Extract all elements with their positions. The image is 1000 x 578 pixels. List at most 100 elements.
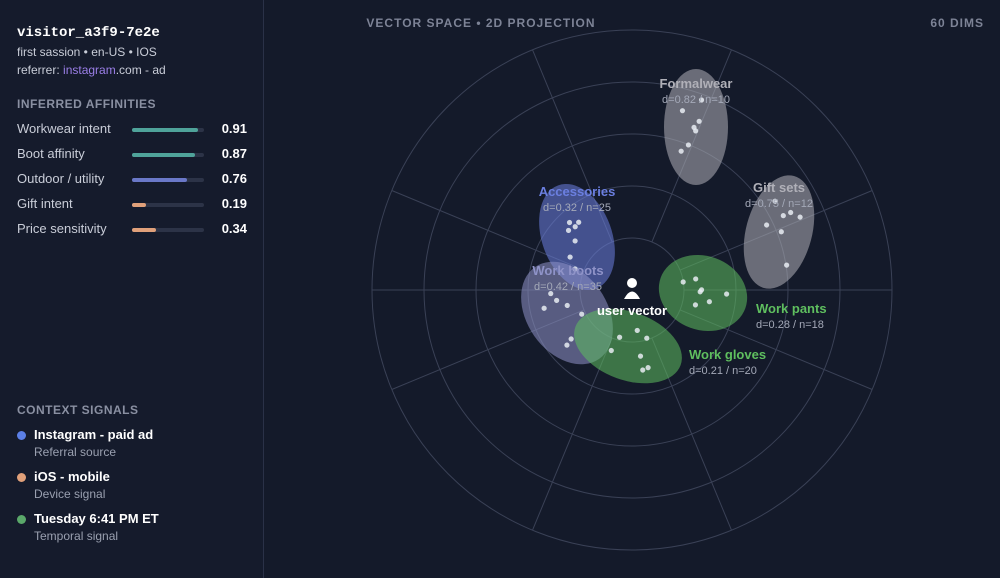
point bbox=[645, 365, 651, 371]
point bbox=[564, 302, 570, 309]
affinity-name: Gift intent bbox=[17, 196, 73, 211]
point bbox=[644, 335, 650, 341]
affinity-value: 0.91 bbox=[221, 121, 247, 136]
user-head bbox=[627, 278, 637, 288]
bar-track bbox=[132, 178, 204, 182]
cluster-name: Work boots bbox=[532, 263, 603, 278]
cluster[interactable] bbox=[664, 69, 728, 185]
point bbox=[572, 224, 578, 230]
cluster[interactable] bbox=[648, 243, 758, 343]
point bbox=[788, 209, 794, 216]
context-dot bbox=[17, 431, 26, 440]
context-item: Instagram - paid ad Referral source bbox=[17, 427, 247, 459]
cluster-stats: d=0.42 / n=35 bbox=[534, 281, 602, 293]
cluster-stats: d=0.21 / n=20 bbox=[689, 365, 757, 377]
point bbox=[780, 213, 786, 219]
affinity-row: Price sensitivity 0.34 bbox=[17, 221, 247, 241]
bar-track bbox=[132, 153, 204, 157]
cluster-stats: d=0.82 / n=10 bbox=[662, 94, 730, 106]
point bbox=[692, 302, 699, 308]
point bbox=[634, 327, 640, 334]
cluster-name: Work pants bbox=[756, 301, 827, 316]
affinity-name: Price sensitivity bbox=[17, 221, 107, 236]
point bbox=[797, 214, 803, 220]
context-item: iOS - mobile Device signal bbox=[17, 469, 247, 501]
context-title: Tuesday 6:41 PM ET bbox=[34, 511, 159, 526]
cluster[interactable] bbox=[564, 295, 693, 397]
bar-fill bbox=[132, 128, 198, 132]
point bbox=[566, 219, 573, 226]
referrer-rest: .com - ad bbox=[115, 63, 166, 77]
point bbox=[565, 227, 572, 234]
point bbox=[764, 222, 770, 228]
cluster-stats: d=0.32 / n=25 bbox=[543, 202, 611, 214]
point bbox=[637, 353, 644, 359]
context-subtitle: Device signal bbox=[34, 487, 106, 501]
point bbox=[576, 219, 582, 225]
point bbox=[706, 299, 712, 305]
point bbox=[696, 118, 702, 124]
cluster-name: Gift sets bbox=[753, 180, 805, 195]
spoke bbox=[532, 337, 613, 531]
referrer-label: referrer: bbox=[17, 63, 60, 77]
sidebar: visitor_a3f9-7e2e first sassion • en-US … bbox=[0, 0, 264, 578]
point bbox=[685, 142, 692, 148]
cluster-stats: d=0.28 / n=18 bbox=[756, 319, 824, 331]
point bbox=[617, 334, 623, 340]
bar-track bbox=[132, 203, 204, 207]
point bbox=[678, 148, 684, 154]
point bbox=[567, 254, 573, 260]
affinity-value: 0.34 bbox=[221, 221, 247, 236]
cluster[interactable] bbox=[732, 167, 826, 296]
context-subtitle: Referral source bbox=[34, 445, 117, 459]
point bbox=[579, 311, 585, 317]
bar-track bbox=[132, 228, 204, 232]
affinity-row: Gift intent 0.19 bbox=[17, 196, 247, 216]
affinity-name: Workwear intent bbox=[17, 121, 111, 136]
bar-track bbox=[132, 128, 204, 132]
point bbox=[564, 342, 570, 348]
point bbox=[698, 97, 705, 103]
affinity-name: Boot affinity bbox=[17, 146, 85, 161]
point bbox=[548, 290, 554, 297]
section-title: CONTEXT SIGNALS bbox=[17, 403, 139, 417]
affinity-value: 0.19 bbox=[221, 196, 247, 211]
referrer-source[interactable]: instagram bbox=[63, 63, 116, 77]
visitor-meta: first sassion • en-US • IOS bbox=[17, 45, 157, 59]
point bbox=[554, 297, 560, 304]
point bbox=[568, 336, 574, 342]
point bbox=[608, 347, 614, 354]
point bbox=[698, 287, 705, 293]
bar-fill bbox=[132, 178, 187, 182]
point bbox=[680, 279, 686, 285]
point bbox=[572, 238, 578, 244]
bar-fill bbox=[132, 228, 157, 232]
cluster-ellipse bbox=[574, 308, 682, 384]
affinity-row: Outdoor / utility 0.76 bbox=[17, 171, 247, 191]
visitor-id: visitor_a3f9-7e2e bbox=[17, 25, 160, 41]
referrer: referrer: instagram.com - ad bbox=[17, 63, 166, 77]
affinity-row: Workwear intent 0.91 bbox=[17, 121, 247, 141]
affinity-name: Outdoor / utility bbox=[17, 171, 105, 186]
dims: 60 DIMS bbox=[930, 16, 984, 30]
bar-fill bbox=[132, 203, 146, 207]
context-dot bbox=[17, 515, 26, 524]
context-subtitle: Temporal signal bbox=[34, 529, 119, 543]
cluster-name: Work gloves bbox=[689, 347, 766, 362]
point bbox=[784, 262, 790, 268]
user-label: user vector bbox=[597, 303, 667, 318]
user-body bbox=[624, 291, 640, 299]
space-title: VECTOR SPACE • 2D PROJECTION bbox=[366, 16, 595, 30]
cluster-name: Accessories bbox=[539, 184, 616, 199]
cluster-ellipse bbox=[658, 254, 748, 332]
point bbox=[691, 124, 697, 131]
affinity-row: Boot affinity 0.87 bbox=[17, 146, 247, 166]
context-title: Instagram - paid ad bbox=[34, 427, 154, 442]
affinity-value: 0.76 bbox=[221, 171, 247, 186]
cluster-name: Formalwear bbox=[660, 76, 733, 91]
point bbox=[541, 305, 547, 311]
context-title: iOS - mobile bbox=[34, 469, 110, 484]
vector-space: VECTOR SPACE • 2D PROJECTION 60 DIMS For… bbox=[366, 16, 984, 551]
section-title: INFERRED AFFINITIES bbox=[17, 97, 157, 111]
